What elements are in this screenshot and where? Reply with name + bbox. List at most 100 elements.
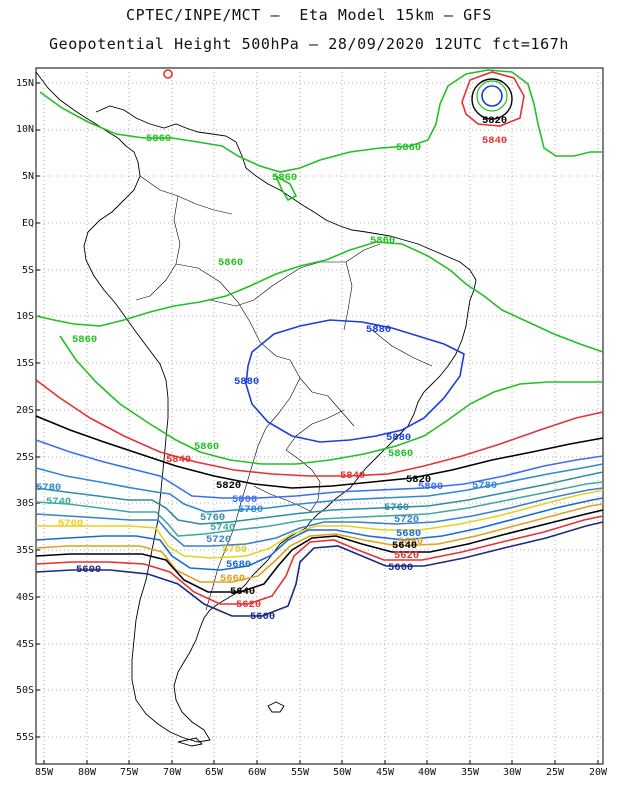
contour-label-5680-a: 5680 bbox=[226, 559, 251, 571]
contour-label-5660-b: 5660 bbox=[398, 536, 423, 548]
contour-5680 bbox=[35, 497, 604, 571]
contour-label-5640-a: 5640 bbox=[230, 586, 255, 598]
contour-label-5800-a: 5800 bbox=[232, 494, 257, 506]
contour-5820 bbox=[35, 415, 604, 489]
contour-5820-atlantic bbox=[471, 78, 513, 120]
contour-label-5740-a: 5740 bbox=[46, 496, 71, 508]
contour-label-5840-atlantic: 5840 bbox=[482, 135, 507, 147]
lon-label-65w: 65W bbox=[204, 767, 224, 778]
lat-label-45s: 45S bbox=[15, 639, 34, 650]
contour-label-5860-f: 5860 bbox=[72, 334, 97, 346]
lat-label-40s: 40S bbox=[15, 592, 34, 603]
lon-label-30w: 30W bbox=[502, 767, 522, 778]
contour-5860-north bbox=[39, 69, 603, 173]
contour-label-5700-b: 5700 bbox=[222, 544, 247, 556]
lat-label-5n: 5N bbox=[21, 171, 34, 182]
contour-label-5620-b: 5620 bbox=[394, 550, 419, 562]
contour-label-5860-h: 5860 bbox=[388, 448, 413, 460]
contour-5880-closed bbox=[245, 319, 465, 443]
lon-label-45w: 45W bbox=[375, 767, 395, 778]
lat-label-25s: 25S bbox=[15, 452, 34, 463]
axis-ticks bbox=[36, 82, 599, 764]
contour-label-5860-b: 5860 bbox=[396, 142, 421, 154]
lat-label-10n: 10N bbox=[15, 124, 34, 135]
lon-label-60w: 60W bbox=[247, 767, 267, 778]
contour-label-5780-c: 5780 bbox=[472, 480, 497, 492]
contour-label-5640-b: 5640 bbox=[392, 540, 417, 552]
lon-label-75w: 75W bbox=[119, 767, 139, 778]
lat-label-35s: 35S bbox=[15, 545, 34, 556]
contour-5860-upper-left bbox=[274, 174, 298, 202]
lon-label-50w: 50W bbox=[332, 767, 352, 778]
contour-label-5860-c: 5860 bbox=[272, 172, 297, 184]
contour-5840 bbox=[35, 379, 604, 477]
map-frame bbox=[35, 67, 604, 765]
lon-label-35w: 35W bbox=[460, 767, 480, 778]
central-america-coast bbox=[35, 71, 135, 153]
lon-label-55w: 55W bbox=[290, 767, 310, 778]
contour-label-5600-a: 5600 bbox=[76, 564, 101, 576]
contour-5600 bbox=[35, 521, 604, 617]
contour-labels: 5820 5840 5860 5860 5860 5860 5860 5860 … bbox=[36, 115, 507, 623]
lat-label-50s: 50S bbox=[15, 685, 34, 696]
contour-label-5780-a: 5780 bbox=[36, 482, 61, 494]
lon-label-40w: 40W bbox=[417, 767, 437, 778]
contour-5760 bbox=[35, 471, 604, 525]
contour-5860-south bbox=[59, 335, 603, 465]
contour-label-5720-a: 5720 bbox=[206, 534, 231, 546]
contour-5640 bbox=[35, 509, 604, 593]
contour-label-5860-a: 5860 bbox=[146, 133, 171, 145]
island-tierra-del-fuego bbox=[177, 737, 203, 747]
contours bbox=[35, 69, 604, 617]
contour-label-5860-d: 5860 bbox=[370, 235, 395, 247]
lat-label-20s: 20S bbox=[15, 405, 34, 416]
contour-5800 bbox=[35, 439, 604, 499]
lat-label-15n: 15N bbox=[15, 78, 34, 89]
lat-label-55s: 55S bbox=[15, 732, 34, 743]
lat-label-30s: 30S bbox=[15, 498, 34, 509]
contour-5880-atlantic bbox=[481, 85, 503, 107]
contour-label-5700-a: 5700 bbox=[58, 518, 83, 530]
lat-label-5s: 5S bbox=[21, 265, 34, 276]
contour-label-5880-a: 5880 bbox=[366, 324, 391, 336]
contour-label-5680-b: 5680 bbox=[396, 528, 421, 540]
contour-label-5800-b: 5800 bbox=[418, 481, 443, 493]
contour-5780 bbox=[35, 463, 604, 513]
lat-label-10s: 10S bbox=[15, 311, 34, 322]
contour-label-5860-g: 5860 bbox=[194, 441, 219, 453]
contour-5700 bbox=[36, 489, 604, 559]
lon-label-70w: 70W bbox=[162, 767, 182, 778]
map-title: CPTEC/INPE/MCT – Eta Model 15km – GFS bbox=[126, 6, 492, 24]
contour-5840-atlantic bbox=[461, 71, 525, 127]
south-america-coast bbox=[83, 141, 477, 743]
contour-5720 bbox=[35, 487, 604, 547]
lat-label-15s: 15S bbox=[15, 358, 34, 369]
contour-5840-small bbox=[163, 69, 173, 79]
contour-label-5840-b: 5840 bbox=[340, 470, 365, 482]
caribbean-coast bbox=[95, 105, 237, 143]
contour-5860-atlantic bbox=[476, 80, 508, 112]
contour-label-5720-b: 5720 bbox=[394, 514, 419, 526]
contour-label-5600-c: 5600 bbox=[388, 562, 413, 574]
contour-label-5820-a: 5820 bbox=[216, 480, 241, 492]
contour-label-5740-b: 5740 bbox=[210, 522, 235, 534]
map-subtitle: Geopotential Height 500hPa – 28/09/2020 … bbox=[48, 35, 570, 53]
contour-label-5880-b: 5880 bbox=[234, 376, 259, 388]
contour-label-5820-b: 5820 bbox=[406, 474, 431, 486]
contour-label-5760-b: 5760 bbox=[384, 502, 409, 514]
contour-label-5860-e: 5860 bbox=[218, 257, 243, 269]
falkland-islands bbox=[267, 701, 285, 713]
contour-label-5600-b: 5600 bbox=[250, 611, 275, 623]
contour-label-5780-b: 5780 bbox=[238, 504, 263, 516]
contour-label-5660-a: 5660 bbox=[220, 573, 245, 585]
lon-label-80w: 80W bbox=[77, 767, 97, 778]
contour-5620 bbox=[35, 515, 604, 605]
lat-label-eq: EQ bbox=[21, 218, 34, 229]
contour-label-5820-atlantic: 5820 bbox=[482, 115, 507, 127]
contour-label-5620-a: 5620 bbox=[236, 599, 261, 611]
contour-label-5840-a: 5840 bbox=[166, 454, 191, 466]
lon-label-25w: 25W bbox=[545, 767, 565, 778]
contour-5660 bbox=[35, 503, 604, 583]
lon-label-20w: 20W bbox=[588, 767, 608, 778]
